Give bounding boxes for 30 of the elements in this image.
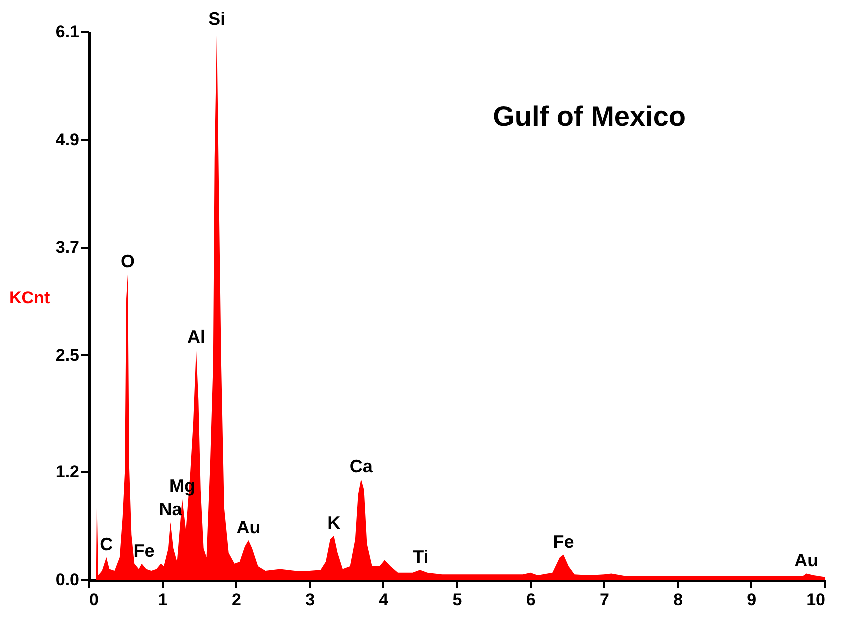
x-tick-label: 9 (747, 590, 757, 610)
x-tick-label: 8 (674, 590, 684, 610)
annotation: Ti (413, 547, 429, 568)
x-tick-label: 6 (526, 590, 536, 610)
y-tick-label: 4.9 (56, 130, 80, 150)
x-tick-label: 0 (90, 590, 99, 610)
x-tick-label: 10 (806, 590, 826, 610)
x-tick-label: 5 (452, 590, 462, 610)
x-tick-label: 3 (306, 590, 316, 610)
y-tick-label: 2.5 (56, 346, 80, 365)
y-axis-title: KCnt (10, 288, 50, 308)
text: Gulf of Mexico (493, 101, 686, 132)
y-tick-label: 3.7 (56, 238, 80, 258)
annotation: C (100, 534, 114, 555)
y-tick-label: 6.1 (56, 22, 80, 42)
x-tick-label: 7 (600, 590, 610, 610)
annotation: O (121, 252, 136, 272)
annotation: Si (208, 9, 226, 29)
x-tick-label: 4 (379, 590, 390, 610)
x-tick-label: 1 (158, 590, 168, 610)
annotation: Au (794, 550, 819, 571)
y-tick-label: 0.0 (56, 570, 80, 590)
annotation: Au (236, 517, 261, 538)
annotation: Fe (553, 532, 574, 552)
annotation: Fe (134, 540, 155, 561)
x-tick-label: 2 (232, 590, 242, 610)
annotation: Ca (350, 456, 374, 476)
y-tick-label: 1.2 (56, 462, 80, 482)
annotation: Al (187, 327, 206, 348)
annotation: K (328, 512, 341, 533)
